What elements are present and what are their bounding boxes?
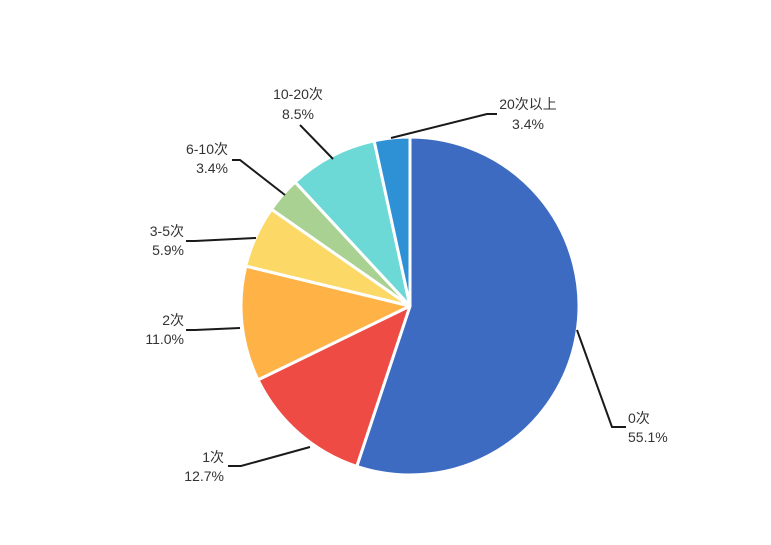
slice-2-wedge[interactable] — [239, 264, 412, 382]
slice-4-leader-line — [232, 159, 286, 196]
slice-6-leader-line — [390, 113, 497, 139]
slice-5-leader-line — [299, 124, 334, 160]
slice-0-percent-label: 55.1% — [628, 429, 668, 445]
slice-4-percent-label: 3.4% — [196, 160, 228, 176]
slice-3-category-label: 3-5次 — [150, 223, 184, 239]
slice-3-percent-label: 5.9% — [152, 242, 184, 258]
slice-6-category-label: 20次以上 — [499, 96, 557, 112]
slice-0-wedge[interactable] — [355, 135, 581, 477]
slice-5-percent-label: 8.5% — [282, 106, 314, 122]
slice-labels: 0次 55.1% 1次 12.7% 2次 11.0% 3-5次 5.9% 6-10次 3.4% 10… — [145, 86, 667, 484]
slice-0-leader-line — [576, 329, 626, 428]
slice-2-leader-line — [186, 327, 241, 331]
slice-5-category-label: 10-20次 — [273, 86, 323, 102]
pie-slices — [239, 135, 581, 477]
slice-4-category-label: 6-10次 — [186, 141, 228, 157]
slice-5-wedge[interactable] — [293, 139, 412, 308]
slice-0-category-label: 0次 — [628, 410, 650, 426]
slice-1-leader-line — [228, 446, 311, 467]
slice-1-percent-label: 12.7% — [184, 468, 224, 484]
slice-2-percent-label: 11.0% — [145, 331, 184, 347]
leader-lines — [186, 113, 626, 467]
slice-2-category-label: 2次 — [162, 312, 184, 328]
slice-3-leader-line — [186, 237, 257, 242]
slice-6-percent-label: 3.4% — [512, 116, 544, 132]
slice-1-category-label: 1次 — [202, 449, 224, 465]
slice-1-wedge[interactable] — [256, 304, 412, 468]
